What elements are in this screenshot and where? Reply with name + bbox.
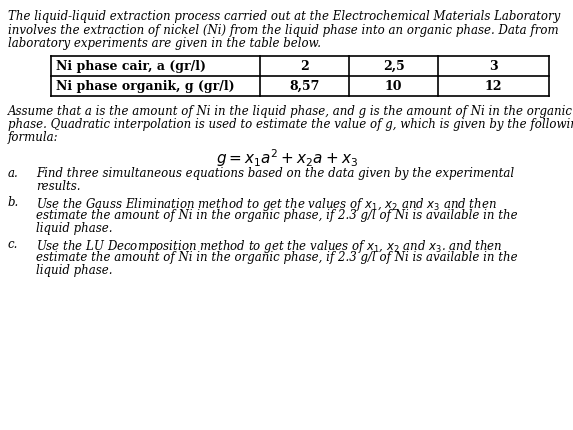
- Text: $g = x_1a^2 + x_2a + x_3$: $g = x_1a^2 + x_2a + x_3$: [215, 147, 358, 168]
- Text: Use the LU Decomposition method to get the values of $x_1$, $x_2$ and $x_3$. and: Use the LU Decomposition method to get t…: [36, 237, 503, 255]
- Text: Ni phase cair, a (gr/l): Ni phase cair, a (gr/l): [56, 60, 206, 73]
- Text: Find three simultaneous equations based on the data given by the experimental: Find three simultaneous equations based …: [36, 166, 514, 180]
- Text: 2,5: 2,5: [383, 60, 405, 73]
- Text: 10: 10: [384, 80, 402, 93]
- Text: b.: b.: [8, 196, 19, 209]
- Text: involves the extraction of nickel (Ni) from the liquid phase into an organic pha: involves the extraction of nickel (Ni) f…: [8, 24, 559, 37]
- Text: estimate the amount of Ni in the organic phase, if 2.3 g/l of Ni is available in: estimate the amount of Ni in the organic…: [36, 250, 517, 264]
- Text: liquid phase.: liquid phase.: [36, 221, 112, 234]
- Text: 8,57: 8,57: [289, 80, 320, 93]
- Text: 12: 12: [485, 80, 503, 93]
- Text: estimate the amount of Ni in the organic phase, if 2.3 g/l of Ni is available in: estimate the amount of Ni in the organic…: [36, 209, 517, 221]
- Text: results.: results.: [36, 180, 80, 193]
- Text: Assume that a is the amount of Ni in the liquid phase, and g is the amount of Ni: Assume that a is the amount of Ni in the…: [8, 104, 573, 117]
- Text: c.: c.: [8, 237, 18, 250]
- Text: a.: a.: [8, 166, 19, 180]
- Text: liquid phase.: liquid phase.: [36, 264, 112, 276]
- Text: formula:: formula:: [8, 131, 58, 144]
- Text: laboratory experiments are given in the table below.: laboratory experiments are given in the …: [8, 37, 321, 50]
- Text: 2: 2: [300, 60, 309, 73]
- Text: 3: 3: [489, 60, 498, 73]
- Text: Use the Gauss Elimination method to get the values of $x_1$, $x_2$ and $x_3$ and: Use the Gauss Elimination method to get …: [36, 196, 497, 212]
- Text: The liquid-liquid extraction process carried out at the Electrochemical Material: The liquid-liquid extraction process car…: [8, 10, 560, 23]
- Text: phase. Quadratic interpolation is used to estimate the value of g, which is give: phase. Quadratic interpolation is used t…: [8, 118, 573, 131]
- Text: Ni phase organik, g (gr/l): Ni phase organik, g (gr/l): [56, 80, 234, 93]
